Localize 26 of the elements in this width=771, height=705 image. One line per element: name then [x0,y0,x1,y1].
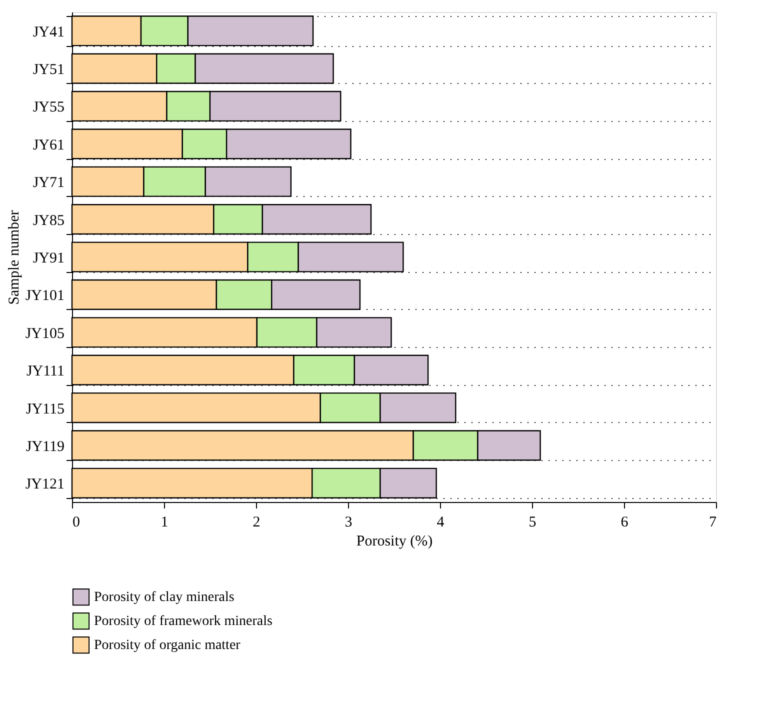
y-tick-label: JY55 [32,100,64,116]
x-tick-label: 0 [72,514,80,530]
y-axis-title: Sample number [6,210,22,305]
x-tick-label: 7 [709,514,717,530]
y-tick-label: JY115 [26,401,64,418]
x-tick-label: 6 [620,514,629,530]
y-tick-label: JY119 [26,438,64,455]
y-tick-label: JY61 [32,137,64,154]
x-tick-label: 3 [344,514,352,530]
x-tick-label: 5 [528,514,536,530]
y-tick-label: JY71 [32,175,64,192]
y-tick-label: JY101 [25,288,64,304]
y-tick-label: JY105 [25,326,64,342]
x-tick-label: 4 [436,514,445,530]
y-tick-label: JY91 [32,250,64,266]
legend-label: Porosity of clay minerals [94,590,234,605]
x-tick-label: 1 [160,514,168,530]
x-tick-label: 2 [252,514,260,530]
y-tick-label: JY121 [25,476,64,493]
y-tick-label: JY51 [32,62,64,78]
y-tick-label: JY41 [32,24,64,40]
x-axis-title: Porosity (%) [356,534,433,550]
legend-label: Porosity of organic matter [94,638,241,653]
legend-label: Porosity of framework minerals [94,614,272,629]
y-tick-label: JY85 [32,212,64,229]
y-tick-label: JY111 [26,364,64,380]
